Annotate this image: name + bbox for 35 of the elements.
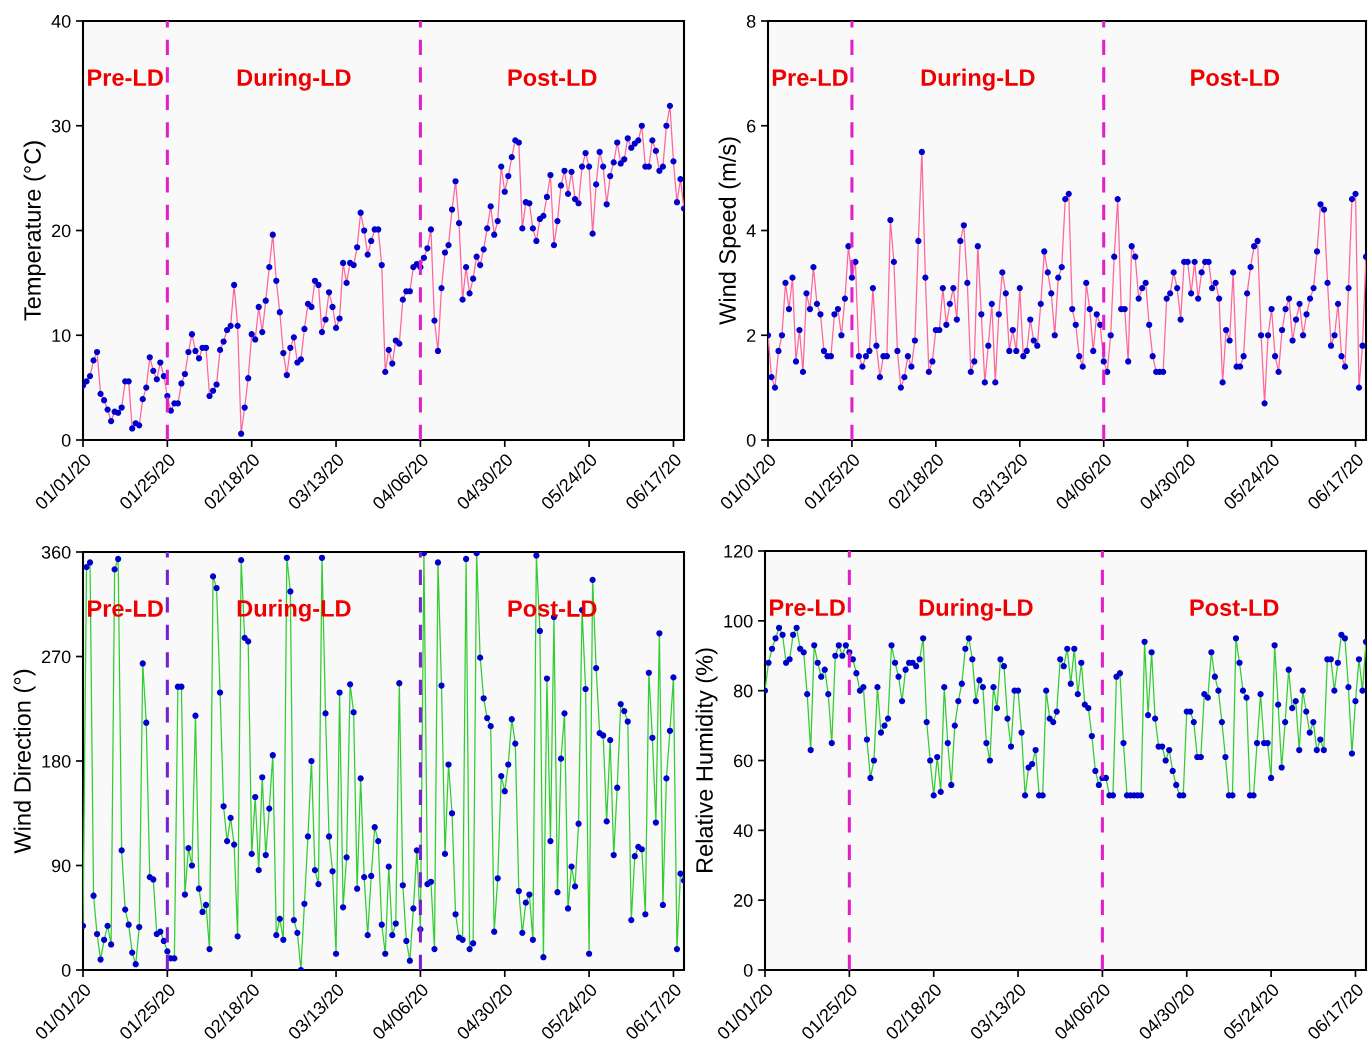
y-tick-label: 40 [51,14,71,28]
y-tick-label: 270 [41,650,71,664]
annotation: Post-LD [508,69,597,86]
y-tick-label: 2 [747,329,756,342]
annotation: Post-LD [1190,599,1279,616]
annotation: Pre-LD [770,599,845,616]
y-axis-title: Temperature (°C) [23,141,46,321]
y-tick-label: 40 [733,824,753,838]
y-axis-title: Relative Humidity (%) [695,648,718,873]
y-tick-label: 360 [41,545,71,559]
y-tick-label: 4 [746,224,756,238]
annotation: Pre-LD [772,69,848,86]
annotation: Post-LD [1191,69,1280,86]
y-tick-label: 30 [51,119,71,133]
y-tick-label: 90 [51,859,71,873]
y-tick-label: 8 [746,14,756,28]
y-tick-label: 0 [61,963,71,977]
annotation: During-LD [921,68,1035,91]
y-tick-label: 10 [52,329,71,342]
y-tick-label: 6 [747,119,756,133]
y-tick-label: 20 [734,894,753,907]
y-axis-title: Wind Direction (°) [13,669,36,854]
y-tick-label: 0 [746,433,756,447]
y-tick-label: 0 [743,963,753,977]
y-tick-label: 20 [52,224,71,238]
annotation: During-LD [919,598,1033,621]
y-tick-label: 120 [724,544,753,558]
y-tick-label: 0 [61,433,71,447]
y-tick-label: 180 [42,754,71,768]
annotation: Pre-LD [88,69,163,86]
y-tick-label: 80 [733,684,753,698]
y-axis-title: Wind Speed (m/s) [718,137,741,325]
annotation: During-LD [237,68,351,91]
y-tick-label: 60 [734,754,753,768]
y-tick-label: 100 [724,614,753,628]
